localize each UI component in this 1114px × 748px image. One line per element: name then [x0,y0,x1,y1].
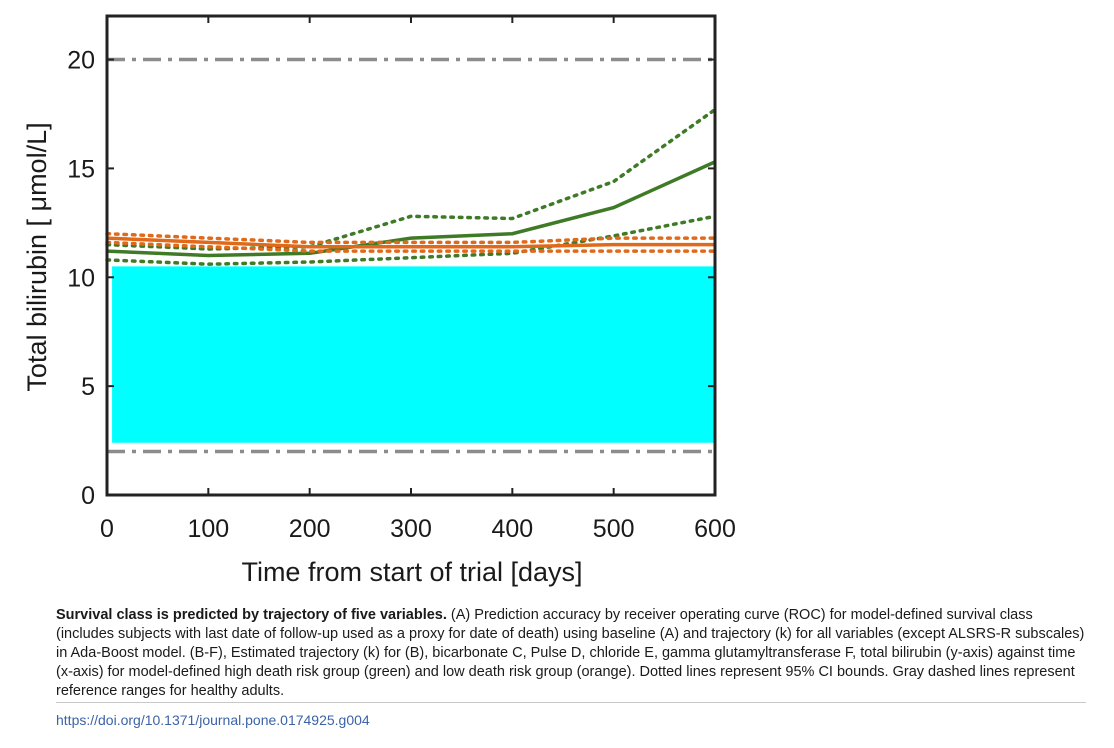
series-line-low-risk-dotted-4 [105,231,717,245]
x-tick-label-600: 600 [694,515,736,543]
x-tick-label-400: 400 [491,515,533,543]
series-line-low-risk-dotted-5 [105,240,717,253]
y-axis-label: Total bilirubin [ μmol/L] [22,122,52,391]
series-line-high-risk-dotted-2 [105,214,717,266]
y-tick-label-0: 0 [81,482,95,510]
y-tick-label-20: 20 [67,47,95,75]
caption-title: Survival class is predicted by trajector… [56,607,447,623]
doi-link[interactable]: https://doi.org/10.1371/journal.pone.017… [56,712,370,728]
x-tick-label-500: 500 [593,515,635,543]
series-line-high-risk-solid-0 [106,160,716,258]
y-tick-label-5: 5 [81,373,95,401]
y-tick-label-10: 10 [67,264,95,292]
y-tick-label-15: 15 [67,155,95,183]
x-tick-label-0: 0 [100,515,114,543]
plot-layer: 0 100 200 300 400 500 600 0 5 10 15 20 [67,14,736,543]
x-tick-label-200: 200 [289,515,331,543]
figure-caption: Survival class is predicted by trajector… [56,606,1086,701]
x-axis-label: Time from start of trial [days] [241,557,582,587]
series-line-high-risk-dotted-1 [105,107,717,251]
series-line-low-risk-solid-3 [106,236,715,249]
occlusion-block [112,266,716,443]
caption-text: (A) Prediction accuracy by receiver oper… [56,607,1085,699]
bilirubin-chart: 0 100 200 300 400 500 600 0 5 10 15 20 Time from st… [22,14,736,587]
caption-divider [56,702,1086,703]
x-tick-label-300: 300 [390,515,432,543]
x-tick-label-100: 100 [187,515,229,543]
